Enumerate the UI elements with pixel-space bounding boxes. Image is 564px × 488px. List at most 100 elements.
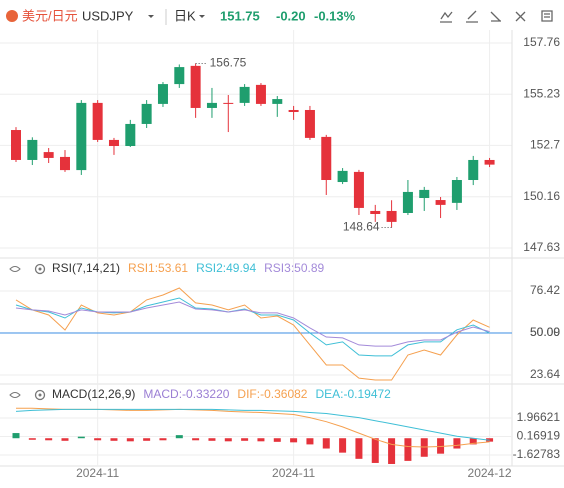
candle-body [402,191,413,213]
visibility-icon[interactable] [9,392,21,398]
macd-bar [159,438,167,441]
period[interactable]: 日K [174,8,196,23]
annotation: 156.75 [210,56,247,70]
macd-bar [143,438,151,441]
x-tick-label: 2024-12 [468,466,512,480]
legend-entry: MACD:-0.33220 [143,387,229,401]
flag-icon [6,10,18,22]
macd-bar [192,438,200,441]
visibility-icon[interactable] [9,266,21,272]
legend-entry: RSI2:49.94 [196,261,256,275]
tool-icon[interactable] [440,11,453,23]
candle-body [11,130,21,160]
tool-icon[interactable] [466,10,478,23]
y-tick-label: 76.42 [530,283,560,297]
macd-bar [469,438,477,445]
legend-entry: DEA:-0.19472 [315,387,391,401]
x-tick-label: 2024-11 [272,466,315,480]
rsi-line [15,301,490,347]
candle-body [43,152,54,158]
legend-entry: RSI3:50.89 [264,261,324,275]
macd-bar [110,438,118,441]
y-tick-label: -1.62783 [513,447,561,461]
macd-bar [290,438,298,443]
candle-body [484,159,495,165]
macd-bar [94,438,102,441]
macd-bar [45,438,53,441]
candle-body [206,102,217,108]
candle-body [239,86,250,103]
y-tick-label: 157.76 [523,35,560,49]
macd-bar [126,438,134,442]
pair-name[interactable]: 美元/日元 [22,8,78,23]
y-tick-label: 1.96621 [517,410,561,424]
candle-body [223,102,234,104]
candle-body [370,210,381,215]
y-tick-label: 147.63 [523,240,560,254]
candle-body [141,103,152,124]
toolbar [440,10,553,23]
macd-bar [437,438,445,454]
macd-bar [224,438,232,442]
settings-icon[interactable] [38,267,42,271]
candle-body [419,189,430,199]
candle-body [288,109,299,113]
macd-bar [339,438,347,453]
annotation: 148.64 [343,220,380,234]
y-tick-label: 23.64 [530,367,560,381]
change-percent: -0.13% [314,8,356,23]
candle-body [92,102,103,140]
candle-body [272,99,283,104]
dropdown-arrow[interactable] [199,15,205,18]
legend-entry: DIF:-0.36082 [237,387,307,401]
y-tick-label: 150.16 [523,189,560,203]
candle-body [157,84,168,104]
symbol[interactable]: USDJPY [82,8,134,23]
dropdown-arrow[interactable] [148,15,154,18]
candle-body [304,109,315,138]
y-tick-label: 155.23 [523,86,560,100]
macd-bar [388,438,396,464]
candle-body [386,210,397,222]
candle-body [468,159,479,181]
macd-bar [61,438,69,441]
header: 美元/日元 USDJPY 日K 151.75 -0.20 -0.13% [6,8,553,25]
macd-bar [257,438,265,442]
macd-bar [175,435,183,439]
y-tick-label: 152.7 [530,138,560,152]
candle-body [125,123,136,147]
x-tick-label: 2024-11 [76,466,119,480]
macd-bar [322,438,330,449]
legend-entry: RSI1:53.61 [128,261,188,275]
candle-body [59,156,70,171]
candle-body [174,67,185,85]
candle-body [190,65,201,108]
candle-body [353,171,364,208]
candle-body [435,200,446,205]
tool-icon[interactable] [490,11,501,22]
settings-icon[interactable] [34,389,46,401]
change: -0.20 [276,8,306,23]
macd-bar [208,438,216,441]
macd-bar [371,438,379,463]
legend-entry: MACD(12,26,9) [52,387,135,401]
tool-icon[interactable] [515,11,526,22]
macd-bar [453,438,461,449]
candle-body [321,136,332,181]
macd-bar [355,438,363,459]
macd-bar [28,438,36,440]
candle-body [76,102,87,171]
y-tick-label: 0.16919 [517,429,561,443]
candle-body [27,139,38,160]
candle-body [108,139,119,147]
settings-icon[interactable] [34,263,46,275]
settings-icon[interactable] [38,393,42,397]
macd-bar [77,436,85,439]
y-tick-label: 50.09 [530,325,560,339]
price: 151.75 [220,8,260,23]
legend-entry: RSI(7,14,21) [52,261,120,275]
tool-icon[interactable] [541,10,553,22]
candle-body [255,84,266,104]
